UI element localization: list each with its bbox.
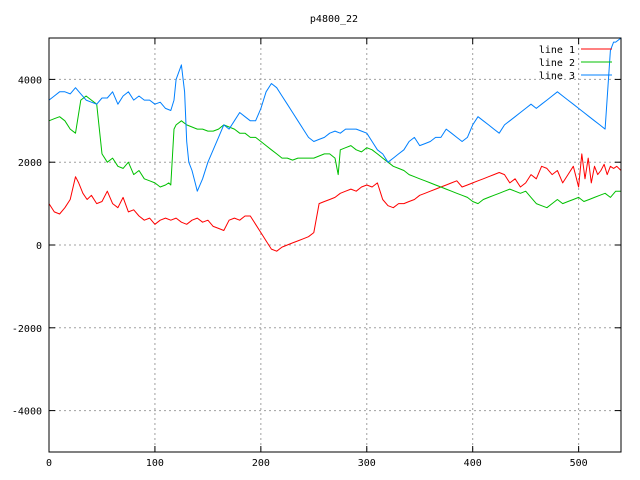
x-tick-label: 300 — [358, 458, 376, 469]
legend-label: line 3 — [539, 71, 575, 82]
legend-label: line 2 — [539, 58, 575, 69]
x-tick-label: 100 — [146, 458, 164, 469]
x-tick-label: 500 — [570, 458, 588, 469]
grid — [49, 38, 621, 452]
series-layer — [48, 37, 622, 252]
series-line-3 — [48, 37, 622, 192]
series-line-1 — [48, 153, 622, 252]
y-tick-label: 0 — [36, 241, 42, 252]
y-tick-label: -4000 — [12, 407, 42, 418]
y-tick-label: -2000 — [12, 324, 42, 335]
y-tick-label: 4000 — [18, 75, 42, 86]
axis-ticks: 0 100 200 300 400 500 -4000 -2000 0 2000 4000 — [12, 38, 621, 469]
legend-label: line 1 — [539, 45, 575, 56]
x-tick-label: 0 — [46, 458, 52, 469]
x-tick-label: 200 — [252, 458, 270, 469]
x-tick-label: 400 — [464, 458, 482, 469]
chart-title: p4800_22 — [310, 14, 358, 25]
legend: line 1 line 2 line 3 — [539, 45, 612, 82]
y-tick-label: 2000 — [18, 158, 42, 169]
series-line-2 — [48, 95, 621, 209]
